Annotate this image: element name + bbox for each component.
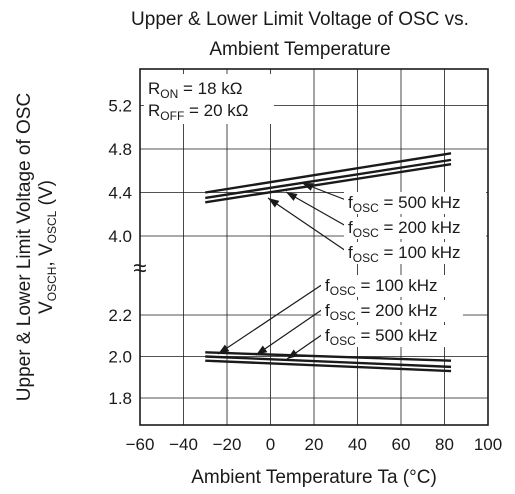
leader-line (267, 197, 347, 252)
plot-frame (139, 68, 489, 426)
y-tick-labels: 1.8 2.0 2.2 4.0 4.4 4.8 5.2 (108, 97, 132, 409)
arrow-head (268, 198, 280, 208)
series-line (205, 158, 452, 200)
series-label: fOSC = 500 kHz (348, 193, 461, 215)
arrow-head (218, 344, 230, 354)
series-line (205, 359, 452, 373)
x-tick-label: 80 (435, 435, 454, 454)
x-tick-label: 20 (305, 435, 324, 454)
series-line (205, 355, 452, 369)
leader-line (217, 283, 324, 355)
y-tick-label: 4.0 (108, 227, 132, 246)
y-tick-label: 1.8 (108, 389, 132, 408)
arrow-head (256, 345, 268, 355)
series-line (205, 163, 452, 204)
arrow-head (286, 192, 298, 201)
conditions-box (144, 74, 274, 124)
series-line (205, 152, 452, 194)
x-tick-label: 0 (266, 435, 275, 454)
leader-line (285, 191, 347, 227)
x-tick-label: 60 (392, 435, 411, 454)
leader-arrows (217, 182, 347, 360)
chart-title-line-2: Ambient Temperature (209, 39, 390, 60)
y-tick-label: 4.4 (108, 184, 132, 203)
x-tick-labels: −60 −40 −20 0 20 40 60 80 100 (126, 435, 503, 454)
y-axis-label-line-1: Upper & Lower Limit Voltage of OSC (14, 93, 35, 401)
series-label-bg (344, 217, 486, 239)
series-label-bg (344, 242, 486, 264)
x-axis-label: Ambient Temperature Ta (°C) (191, 467, 437, 488)
series-labels: fOSC = 500 kHz fOSC = 200 kHz fOSC = 100 k… (321, 192, 486, 348)
x-tick-label: −20 (213, 435, 242, 454)
series-label-bg (321, 275, 463, 297)
series-label: fOSC = 500 kHz (325, 326, 438, 348)
y-tick-label: 4.8 (108, 140, 132, 159)
x-tick-label: −40 (169, 435, 198, 454)
x-tick-label: 100 (474, 435, 502, 454)
arrow-head (302, 183, 314, 191)
series-lines (205, 152, 452, 373)
chart-title-line-1: Upper & Lower Limit Voltage of OSC vs. (131, 9, 469, 30)
series-line (205, 351, 452, 362)
series-label: fOSC = 100 kHz (325, 276, 438, 298)
series-label-bg (321, 325, 463, 347)
x-tick-label: −60 (126, 435, 155, 454)
condition-text: RON = 18 kΩ (148, 79, 243, 101)
axis-break-symbol: ≈ (133, 255, 146, 282)
leader-line (255, 308, 324, 356)
y-axis-label-line-2: VOSCH, VOSCL (V) (36, 180, 59, 314)
y-tick-label: 2.0 (108, 348, 132, 367)
series-label: fOSC = 200 kHz (325, 301, 438, 323)
arrow-head (287, 349, 299, 359)
x-tick-label: 40 (348, 435, 367, 454)
series-label: fOSC = 100 kHz (348, 243, 461, 265)
condition-text: ROFF = 20 kΩ (148, 101, 249, 123)
y-tick-label: 5.2 (108, 97, 132, 116)
y-tick-label: 2.2 (108, 306, 132, 325)
series-label-bg (344, 192, 486, 214)
series-label: fOSC = 200 kHz (348, 218, 461, 240)
series-label-bg (321, 300, 463, 322)
